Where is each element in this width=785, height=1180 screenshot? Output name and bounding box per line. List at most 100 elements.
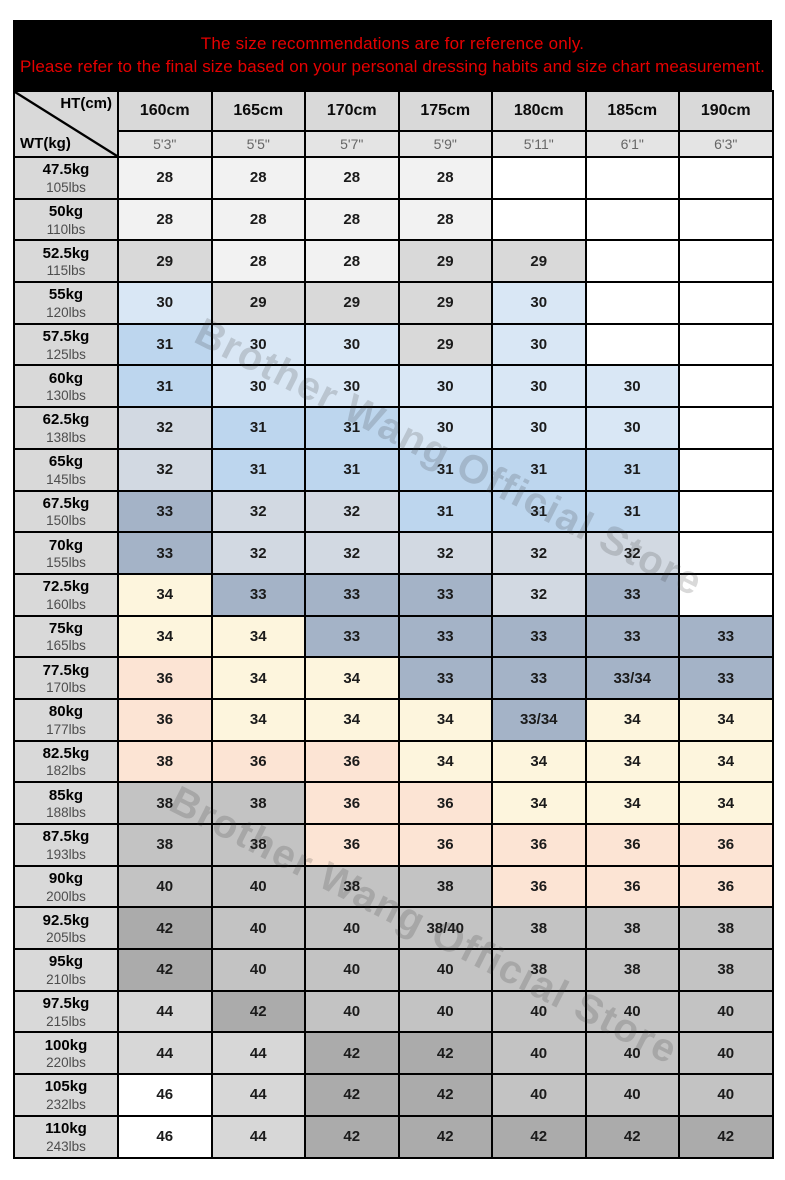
size-cell: [678, 406, 774, 450]
size-cell: 38: [491, 948, 587, 992]
size-cell: 31: [584, 489, 680, 534]
size-cell: 33: [397, 572, 493, 617]
size-cell: 40: [678, 989, 774, 1034]
size-cell: 38: [210, 823, 306, 867]
size-cell: 36: [397, 823, 493, 867]
table-row: 105kg 232lbs 46 44 42 42 40 40 40: [13, 1073, 774, 1117]
weight-header-cell: 62.5kg 138lbs: [13, 406, 119, 450]
size-cell: [678, 364, 774, 409]
size-cell: 30: [491, 281, 587, 325]
weight-kg: 65kg: [48, 453, 84, 471]
size-cell: 31: [117, 322, 213, 367]
height-header-cell: 180cm: [491, 90, 587, 132]
size-cell: [491, 156, 587, 200]
height-header-row: HT(cm) WT(kg) 160cm 165cm 170cm 175cm 180cm 1…: [13, 90, 774, 158]
weight-lbs: 120lbs: [46, 304, 86, 320]
size-cell: [584, 197, 680, 242]
table-row: 65kg 145lbs 32 31 31 31 31 31: [13, 447, 774, 492]
size-cell: 34: [397, 739, 493, 784]
size-cell: 34: [117, 572, 213, 617]
size-cell: 44: [210, 1031, 306, 1076]
size-cell: 34: [117, 614, 213, 659]
weight-header-cell: 57.5kg 125lbs: [13, 322, 119, 367]
size-cell: 28: [397, 197, 493, 242]
size-cell: [678, 572, 774, 617]
size-cell: 44: [117, 989, 213, 1034]
weight-lbs: 210lbs: [46, 971, 86, 987]
size-cell: 31: [584, 447, 680, 492]
size-cell: 44: [210, 1073, 306, 1117]
size-cell: 42: [397, 1114, 493, 1159]
size-cell: 40: [210, 864, 306, 909]
size-cell: 34: [304, 656, 400, 700]
size-cell: 33: [210, 572, 306, 617]
size-cell: [678, 197, 774, 242]
weight-kg: 52.5kg: [42, 244, 90, 262]
table-row: 50kg 110lbs 28 28 28 28: [13, 197, 774, 242]
size-cell: 34: [397, 697, 493, 742]
size-cell: 29: [397, 239, 493, 284]
size-cell: 40: [491, 1073, 587, 1117]
size-cell: 30: [117, 281, 213, 325]
weight-kg: 55kg: [48, 286, 84, 304]
size-cell: 36: [491, 864, 587, 909]
weight-header-cell: 90kg 200lbs: [13, 864, 119, 909]
table-row: 75kg 165lbs 34 34 33 33 33 33 33: [13, 614, 774, 659]
size-cell: 29: [397, 322, 493, 367]
size-cell: 30: [584, 406, 680, 450]
weight-kg: 70kg: [48, 536, 84, 554]
height-header-cell: 185cm: [584, 90, 680, 132]
table-row: 85kg 188lbs 38 38 36 36 34 34 34: [13, 781, 774, 825]
size-cell: 30: [397, 406, 493, 450]
size-cell: 33: [117, 531, 213, 575]
weight-kg: 50kg: [48, 203, 84, 221]
disclaimer-line-1: The size recommendations are for referen…: [200, 33, 585, 53]
size-cell: 34: [210, 656, 306, 700]
weight-lbs: 145lbs: [46, 471, 86, 487]
weight-header-cell: 75kg 165lbs: [13, 614, 119, 659]
size-cell: 32: [117, 406, 213, 450]
height-header-cell: 175cm: [397, 90, 493, 132]
weight-header-cell: 82.5kg 182lbs: [13, 739, 119, 784]
size-cell: 46: [117, 1073, 213, 1117]
size-cell: 28: [304, 239, 400, 284]
weight-lbs: 105lbs: [46, 179, 86, 195]
size-cell: [678, 322, 774, 367]
size-cell: 33: [397, 614, 493, 659]
weight-kg: 92.5kg: [42, 911, 90, 929]
weight-header-cell: 97.5kg 215lbs: [13, 989, 119, 1034]
height-header-cell: 190cm: [678, 90, 774, 132]
size-cell: 40: [117, 864, 213, 909]
weight-header-cell: 50kg 110lbs: [13, 197, 119, 242]
size-cell: 33: [584, 572, 680, 617]
weight-lbs: 232lbs: [46, 1096, 86, 1112]
table-row: 62.5kg 138lbs 32 31 31 30 30 30: [13, 406, 774, 450]
size-cell: 42: [117, 906, 213, 951]
table-row: 47.5kg 105lbs 28 28 28 28: [13, 156, 774, 200]
size-cell: 40: [304, 948, 400, 992]
size-cell: [678, 281, 774, 325]
weight-kg: 75kg: [48, 619, 84, 637]
table-row: 110kg 243lbs 46 44 42 42 42 42 42: [13, 1114, 774, 1159]
size-cell: 40: [584, 1031, 680, 1076]
height-feet-cell: 5'7": [304, 130, 400, 158]
weight-header-cell: 52.5kg 115lbs: [13, 239, 119, 284]
size-cell: 31: [304, 406, 400, 450]
size-cell: 36: [304, 739, 400, 784]
size-cell: 28: [304, 197, 400, 242]
size-cell: [584, 156, 680, 200]
weight-kg: 47.5kg: [42, 161, 90, 179]
weight-kg: 87.5kg: [42, 828, 90, 846]
size-cell: 42: [678, 1114, 774, 1159]
size-cell: 32: [491, 531, 587, 575]
table-row: 77.5kg 170lbs 36 34 34 33 33 33/34 33: [13, 656, 774, 700]
weight-kg: 82.5kg: [42, 744, 90, 762]
size-cell: 36: [678, 823, 774, 867]
weight-header-cell: 105kg 232lbs: [13, 1073, 119, 1117]
size-cell: 29: [117, 239, 213, 284]
weight-lbs: 177lbs: [46, 721, 86, 737]
weight-kg: 62.5kg: [42, 411, 90, 429]
height-axis-label: HT(cm): [60, 95, 112, 112]
height-feet-cell: 6'1": [584, 130, 680, 158]
size-cell: 38: [210, 781, 306, 825]
